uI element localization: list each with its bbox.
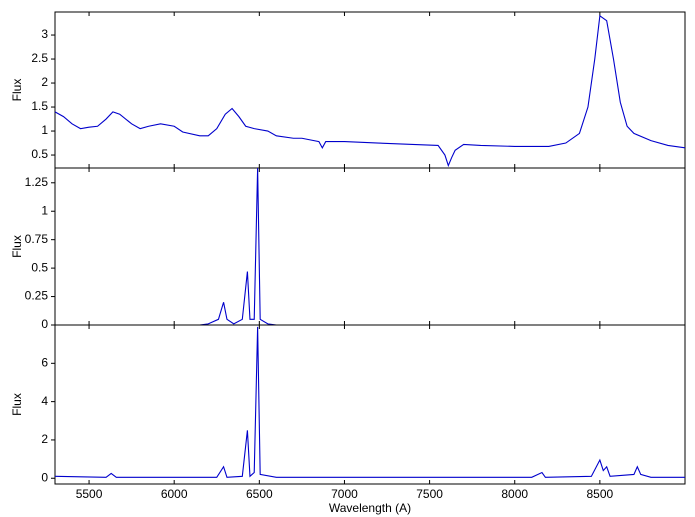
- x-tick-label: 8500: [587, 487, 614, 501]
- x-tick-label: 6500: [246, 487, 273, 501]
- y-tick-label: 0: [41, 317, 48, 331]
- y-tick-label: 0.75: [25, 232, 49, 246]
- y-tick-label: 1.25: [25, 175, 49, 189]
- y-tick-label: 2: [41, 432, 48, 446]
- plot-frame: [54, 167, 686, 326]
- x-tick-label: 7500: [416, 487, 443, 501]
- y-axis-label: Flux: [10, 393, 24, 416]
- spectrum-line: [199, 167, 277, 326]
- spectrum-line: [54, 326, 685, 478]
- y-tick-label: 1: [41, 203, 48, 217]
- y-tick-label: 2: [41, 75, 48, 89]
- x-tick-label: 7000: [331, 487, 358, 501]
- y-tick-label: 1: [41, 123, 48, 137]
- y-tick-label: 0.5: [31, 260, 48, 274]
- y-tick-label: 0: [41, 470, 48, 484]
- x-tick-label: 6000: [161, 487, 188, 501]
- y-tick-label: 3: [41, 27, 48, 41]
- spectrum-line: [54, 14, 686, 168]
- y-tick-label: 2.5: [31, 51, 48, 65]
- x-tick-label: 5500: [76, 487, 103, 501]
- y-tick-label: 6: [41, 355, 48, 369]
- y-tick-label: 4: [41, 394, 48, 408]
- y-tick-label: 0.5: [31, 147, 48, 161]
- y-axis-label: Flux: [10, 79, 24, 102]
- y-axis-label: Flux: [10, 235, 24, 258]
- x-axis-label: Wavelength (A): [329, 501, 411, 515]
- y-tick-label: 1.5: [31, 99, 48, 113]
- y-tick-label: 0.25: [25, 289, 49, 303]
- plot-frame: [54, 324, 686, 485]
- x-tick-label: 8000: [501, 487, 528, 501]
